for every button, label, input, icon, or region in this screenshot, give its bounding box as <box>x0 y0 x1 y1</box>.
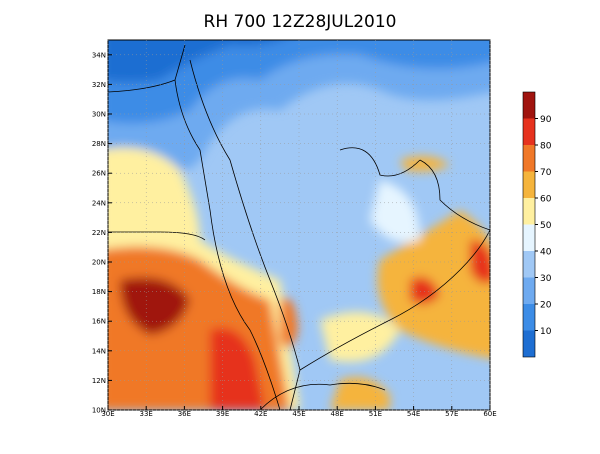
x-tick-label: 45E <box>292 410 305 418</box>
x-tick-label: 33E <box>140 410 153 418</box>
x-tick-label: 54E <box>407 410 420 418</box>
y-tick-label: 18N <box>92 288 106 296</box>
colorbar-segment <box>523 118 535 145</box>
colorbar-label: 70 <box>540 168 552 178</box>
colorbar-label: 60 <box>540 195 552 205</box>
x-tick-label: 57E <box>445 410 458 418</box>
colorbar-segment <box>523 304 535 331</box>
y-tick-label: 30N <box>92 111 106 119</box>
y-tick-label: 12N <box>92 377 106 385</box>
x-tick-label: 60E <box>483 410 496 418</box>
colorbar-segment <box>523 251 535 278</box>
x-tick-label: 42E <box>254 410 267 418</box>
colorbar-label: 10 <box>540 327 552 337</box>
colorbar-label: 50 <box>540 221 552 231</box>
colorbar-segment <box>523 145 535 172</box>
colorbar-label: 20 <box>540 301 552 311</box>
colorbar-segment <box>523 330 535 357</box>
y-tick-label: 28N <box>92 140 106 148</box>
y-tick-label: 14N <box>92 347 106 355</box>
x-tick-label: 51E <box>369 410 382 418</box>
y-tick-label: 24N <box>92 199 106 207</box>
y-tick-label: 26N <box>92 170 106 178</box>
y-tick-label: 22N <box>92 229 106 237</box>
x-tick-label: 36E <box>178 410 191 418</box>
y-tick-label: 16N <box>92 318 106 326</box>
colorbar-segment <box>523 171 535 198</box>
colorbar-segment <box>523 198 535 225</box>
y-tick-label: 10N <box>92 407 106 415</box>
y-tick-label: 20N <box>92 259 106 267</box>
map-title: RH 700 12Z28JUL2010 <box>204 12 397 32</box>
colorbar-segment <box>523 92 535 119</box>
colorbar-segment <box>523 224 535 251</box>
colorbar-label: 90 <box>540 115 552 125</box>
y-tick-label: 32N <box>92 81 106 89</box>
x-tick-label: 48E <box>331 410 344 418</box>
colorbar-segment <box>523 277 535 304</box>
rh-field <box>108 40 490 410</box>
x-tick-label: 39E <box>216 410 229 418</box>
colorbar-label: 40 <box>540 248 552 258</box>
colorbar-label: 80 <box>540 142 552 152</box>
x-tick-label: 30E <box>101 410 114 418</box>
colorbar-label: 30 <box>540 274 552 284</box>
y-tick-label: 34N <box>92 51 106 59</box>
